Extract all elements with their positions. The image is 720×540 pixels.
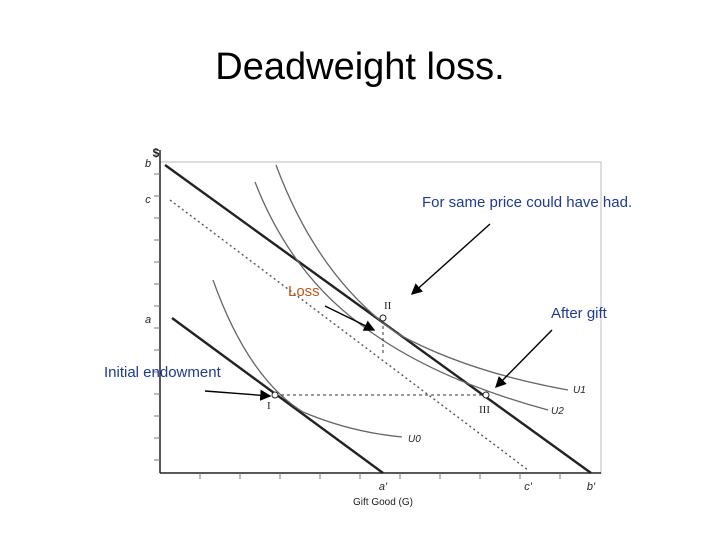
curve-label-u0: U0 (408, 434, 421, 445)
arrow-initial-endowment (204, 389, 272, 401)
arrow-same-price (410, 223, 491, 295)
annotation-initial-endowment: Initial endowment (104, 364, 221, 381)
curve-label-u1: U1 (573, 385, 586, 396)
y-tick-c: c (145, 194, 151, 206)
x-tick-c-prime: c' (524, 481, 533, 493)
arrow-loss (324, 305, 376, 331)
point-i-marker (271, 391, 279, 399)
point-iii-marker (482, 391, 490, 399)
arrow-after-gift (495, 329, 553, 388)
x-tick-b-prime: b' (587, 481, 596, 493)
x-axis-label: Gift Good (G) (353, 497, 413, 508)
point-label-ii: II (384, 300, 392, 312)
point-label-iii: III (479, 404, 490, 416)
y-tick-a: a (145, 314, 151, 326)
annotation-same-price: For same price could have had. (422, 194, 633, 211)
axis-tick-marks (154, 173, 561, 479)
annotation-after-gift: After gift (551, 305, 607, 322)
slide-title: Deadweight loss. (215, 46, 505, 88)
x-tick-a-prime: a' (379, 481, 388, 493)
curve-label-u2: U2 (551, 406, 564, 417)
cash-budget-line (169, 199, 529, 471)
point-label-i: I (267, 400, 271, 412)
indifference-curve-u0 (212, 279, 403, 438)
y-axis-label: $ (153, 146, 160, 160)
annotation-loss: Loss (288, 283, 320, 300)
y-tick-b: b (145, 158, 151, 170)
point-ii-marker (379, 314, 387, 322)
indifference-curve-u2 (254, 181, 549, 411)
